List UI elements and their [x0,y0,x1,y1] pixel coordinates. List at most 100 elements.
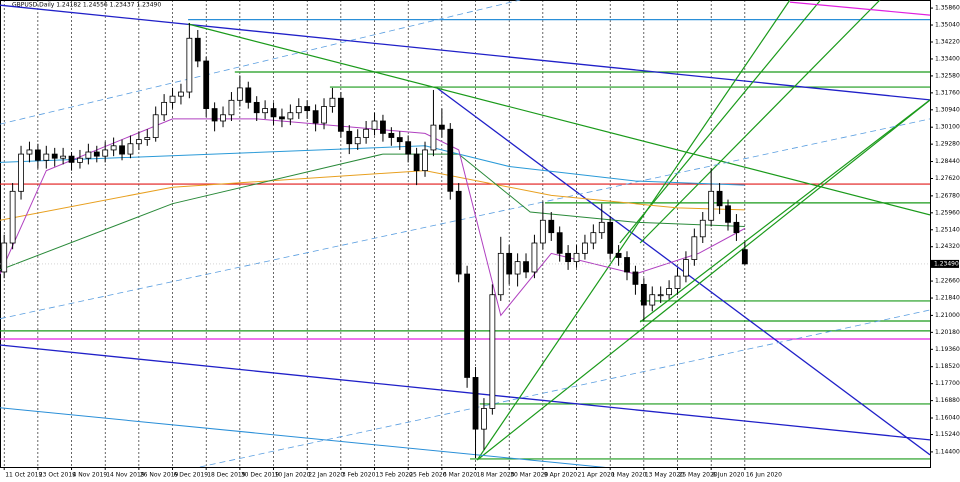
candle-body [169,95,176,103]
candle-body [337,97,344,132]
last-price-label: 1.23490 [934,260,959,267]
candle-body [607,221,614,254]
y-tick-label: 1.28440 [935,158,960,165]
y-tick-label: 1.24320 [935,243,960,250]
candle-body [539,219,546,244]
trend-line [0,4,930,101]
y-tick-label: 1.22660 [935,278,960,285]
candle-body [1,242,8,273]
candle-body [127,143,134,155]
x-tick-label: 21 Apr 2020 [578,472,615,479]
candle-body [34,149,41,161]
y-tick-label: 1.21840 [935,295,960,302]
candle-body [556,232,563,254]
y-tick-label: 1.30940 [935,106,960,113]
y-tick-label: 1.19360 [935,346,960,353]
x-tick-label: 6 Mar 2020 [443,472,477,479]
trend-line [639,99,930,323]
candle-body [236,87,243,101]
y-tick-label: 1.34220 [935,38,960,45]
x-tick-label: 25 Feb 2020 [409,472,447,479]
candle-body [632,271,639,285]
candle-body [371,120,378,130]
candle-body [321,106,327,124]
x-tick-label: 1 May 2020 [611,472,646,479]
candle-body [725,205,731,223]
candle-body [506,252,513,275]
trend-line [0,118,930,320]
candle-body [447,128,454,192]
x-tick-label: 30 Mar 2020 [510,472,548,479]
candle-body [691,236,698,260]
candle-body [565,252,571,263]
trend-line [789,1,930,16]
candle-body [413,153,420,172]
candle-body [396,137,403,143]
candle-body [649,294,656,306]
candle-body [523,261,529,273]
candle-body [110,145,117,151]
candle-body [481,408,487,430]
candle-body [9,190,16,244]
y-tick-label: 1.20180 [935,329,960,336]
candle-body [211,108,218,122]
y-tick-label: 1.14400 [935,448,960,455]
x-tick-label: 6 Dec 2019 [174,472,209,479]
candle-body [119,145,125,155]
candle-body [548,219,555,234]
y-tick-label: 1.25960 [935,209,960,216]
x-tick-label: 23 Oct 2019 [39,472,76,479]
y-tick-label: 1.35040 [935,22,960,29]
candle-body [178,91,184,97]
y-tick-label: 1.18520 [935,363,960,370]
x-tick-label: 6 Jun 2020 [712,472,744,479]
trend-line [199,309,930,467]
y-tick-label: 1.30100 [935,124,960,131]
candle-body [514,261,521,275]
x-tick-label: 18 Mar 2020 [477,472,515,479]
candle-body [464,273,471,378]
x-tick-label: 11 Oct 2019 [5,472,42,479]
candle-body [304,106,311,112]
candle-body [26,149,33,155]
candle-body [573,252,580,263]
candle-body [598,221,605,234]
candle-body [733,221,740,234]
y-tick-label: 1.27620 [935,175,960,182]
candle-body [699,219,706,238]
y-tick-label: 1.15240 [935,431,960,438]
candle-body [590,232,597,244]
x-tick-label: 30 Dec 2019 [241,472,280,479]
candle-body [455,190,462,275]
candle-body [295,106,302,114]
y-tick-label: 1.16040 [935,414,960,421]
y-tick-label: 1.25140 [935,226,960,233]
candle-body [472,377,479,430]
y-tick-label: 1.17700 [935,380,960,387]
y-tick-label: 1.32580 [935,72,960,79]
y-tick-label: 1.29280 [935,141,960,148]
trend-line [0,344,930,441]
candle-body [253,101,260,114]
x-tick-label: 13 Feb 2020 [376,472,414,479]
plot-frame [0,0,931,468]
candle-body [93,151,100,157]
candle-body [666,288,672,296]
candle-body [262,108,269,114]
y-tick-label: 1.35860 [935,5,960,12]
y-tick-label: 1.16880 [935,397,960,404]
candle-body [354,137,361,145]
y-tick-label: 1.21000 [935,312,960,319]
candle-body [363,128,370,138]
candle-body [68,155,75,163]
candle-body [245,87,252,103]
candle-body [531,242,538,273]
candle-body [346,130,353,145]
trend-line [476,0,791,461]
x-tick-label: 14 Nov 2019 [106,472,145,479]
candle-body [144,137,151,141]
candle-body [438,124,445,130]
candle-body [102,149,109,157]
